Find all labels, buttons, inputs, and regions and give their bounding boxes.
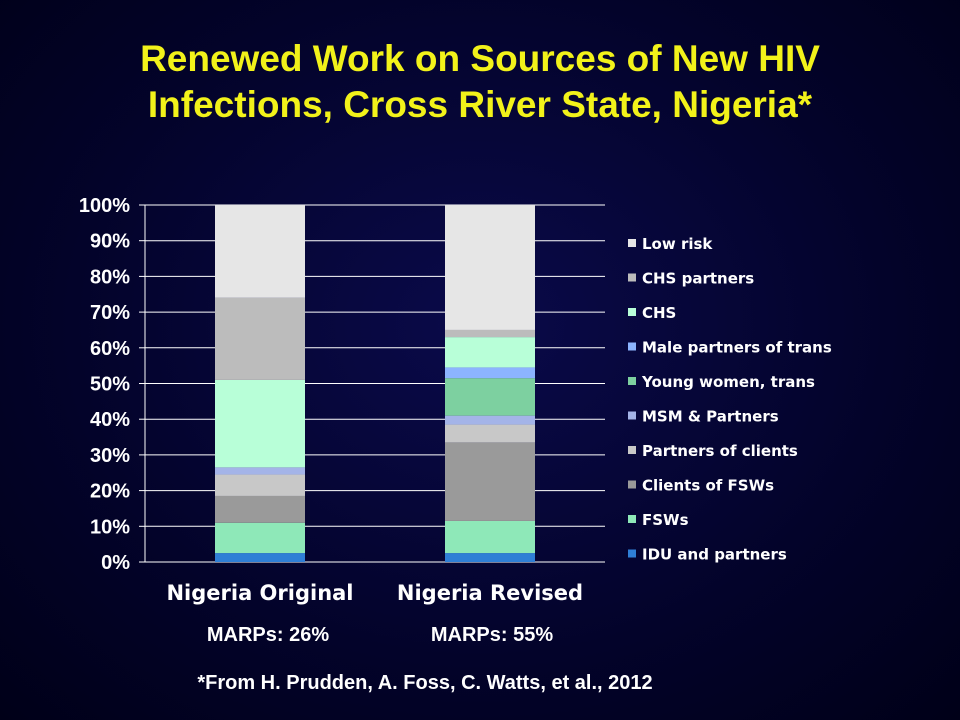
y-tick-label: 30% [90,445,130,467]
legend-swatch [628,515,636,523]
legend-swatch [628,239,636,247]
bar-segment [215,379,305,468]
legend-swatch [628,377,636,385]
y-tick-label: 60% [90,338,130,360]
legend-swatch [628,480,636,489]
legend-label: Partners of clients [642,442,798,460]
bar-segment [445,205,535,330]
bar-segment [215,297,305,380]
legend-label: MSM & Partners [642,408,779,426]
x-category-label: Nigeria Original [166,581,353,605]
bar-segment [215,495,305,523]
legend-swatch [628,273,636,282]
y-tick-label: 50% [90,374,130,396]
legend-label: Male partners of trans [642,339,832,357]
legend-swatch [628,549,636,558]
legend-label: Young women, trans [641,373,815,391]
legend-label: FSWs [642,511,689,529]
legend-label: CHS [642,304,676,322]
y-tick-label: 40% [90,409,130,431]
y-tick-label: 80% [90,266,130,288]
bar-segment [445,424,535,443]
bar-segment [445,415,535,425]
y-tick-label: 20% [90,481,130,503]
x-axis-labels: Nigeria Original Nigeria Revised [166,581,583,605]
gridlines [144,204,605,563]
y-tick-label: 10% [90,516,130,538]
marps-original-label: MARPs: 26% [206,624,330,646]
slide-title: Renewed Work on Sources of New HIV Infec… [0,36,960,128]
y-tick-label: 100% [79,195,130,217]
legend-label: IDU and partners [642,546,787,564]
y-tick-label: 0% [101,552,130,574]
bar-segment [215,474,305,496]
bar-segment [215,522,305,554]
legend-swatch [628,411,636,420]
legend-label: Clients of FSWs [642,477,774,495]
bar-segment [445,442,535,521]
legend-swatch [628,446,636,454]
bars [215,205,535,562]
legend: Low risk CHS partners CHS Male partners of … [628,235,832,564]
bar-segment [445,337,535,368]
bar-segment [215,205,305,298]
bar-segment [445,378,535,416]
bar-segment [445,367,535,379]
source-citation: *From H. Prudden, A. Foss, C. Watts, et … [197,672,653,694]
title-line-2: Infections, Cross River State, Nigeria* [147,84,813,125]
x-category-label: Nigeria Revised [397,581,583,605]
legend-swatch [628,342,636,351]
title-line-1: Renewed Work on Sources of New HIV [140,38,820,79]
legend-label: Low risk [642,235,713,253]
bar-segment [445,329,535,338]
y-tick-label: 70% [90,302,130,324]
legend-label: CHS partners [642,270,754,288]
bar-segment [215,553,305,562]
legend-swatch [628,308,636,316]
bar-segment [445,553,535,562]
y-tick-label: 90% [90,231,130,253]
y-axis-ticks: 0% 10% 20% 30% 40% 50% 60% 70% 80% 90% 100% [79,195,145,574]
marps-revised-label: MARPs: 55% [430,624,554,646]
bar-segment [445,520,535,554]
bar-segment [215,467,305,475]
